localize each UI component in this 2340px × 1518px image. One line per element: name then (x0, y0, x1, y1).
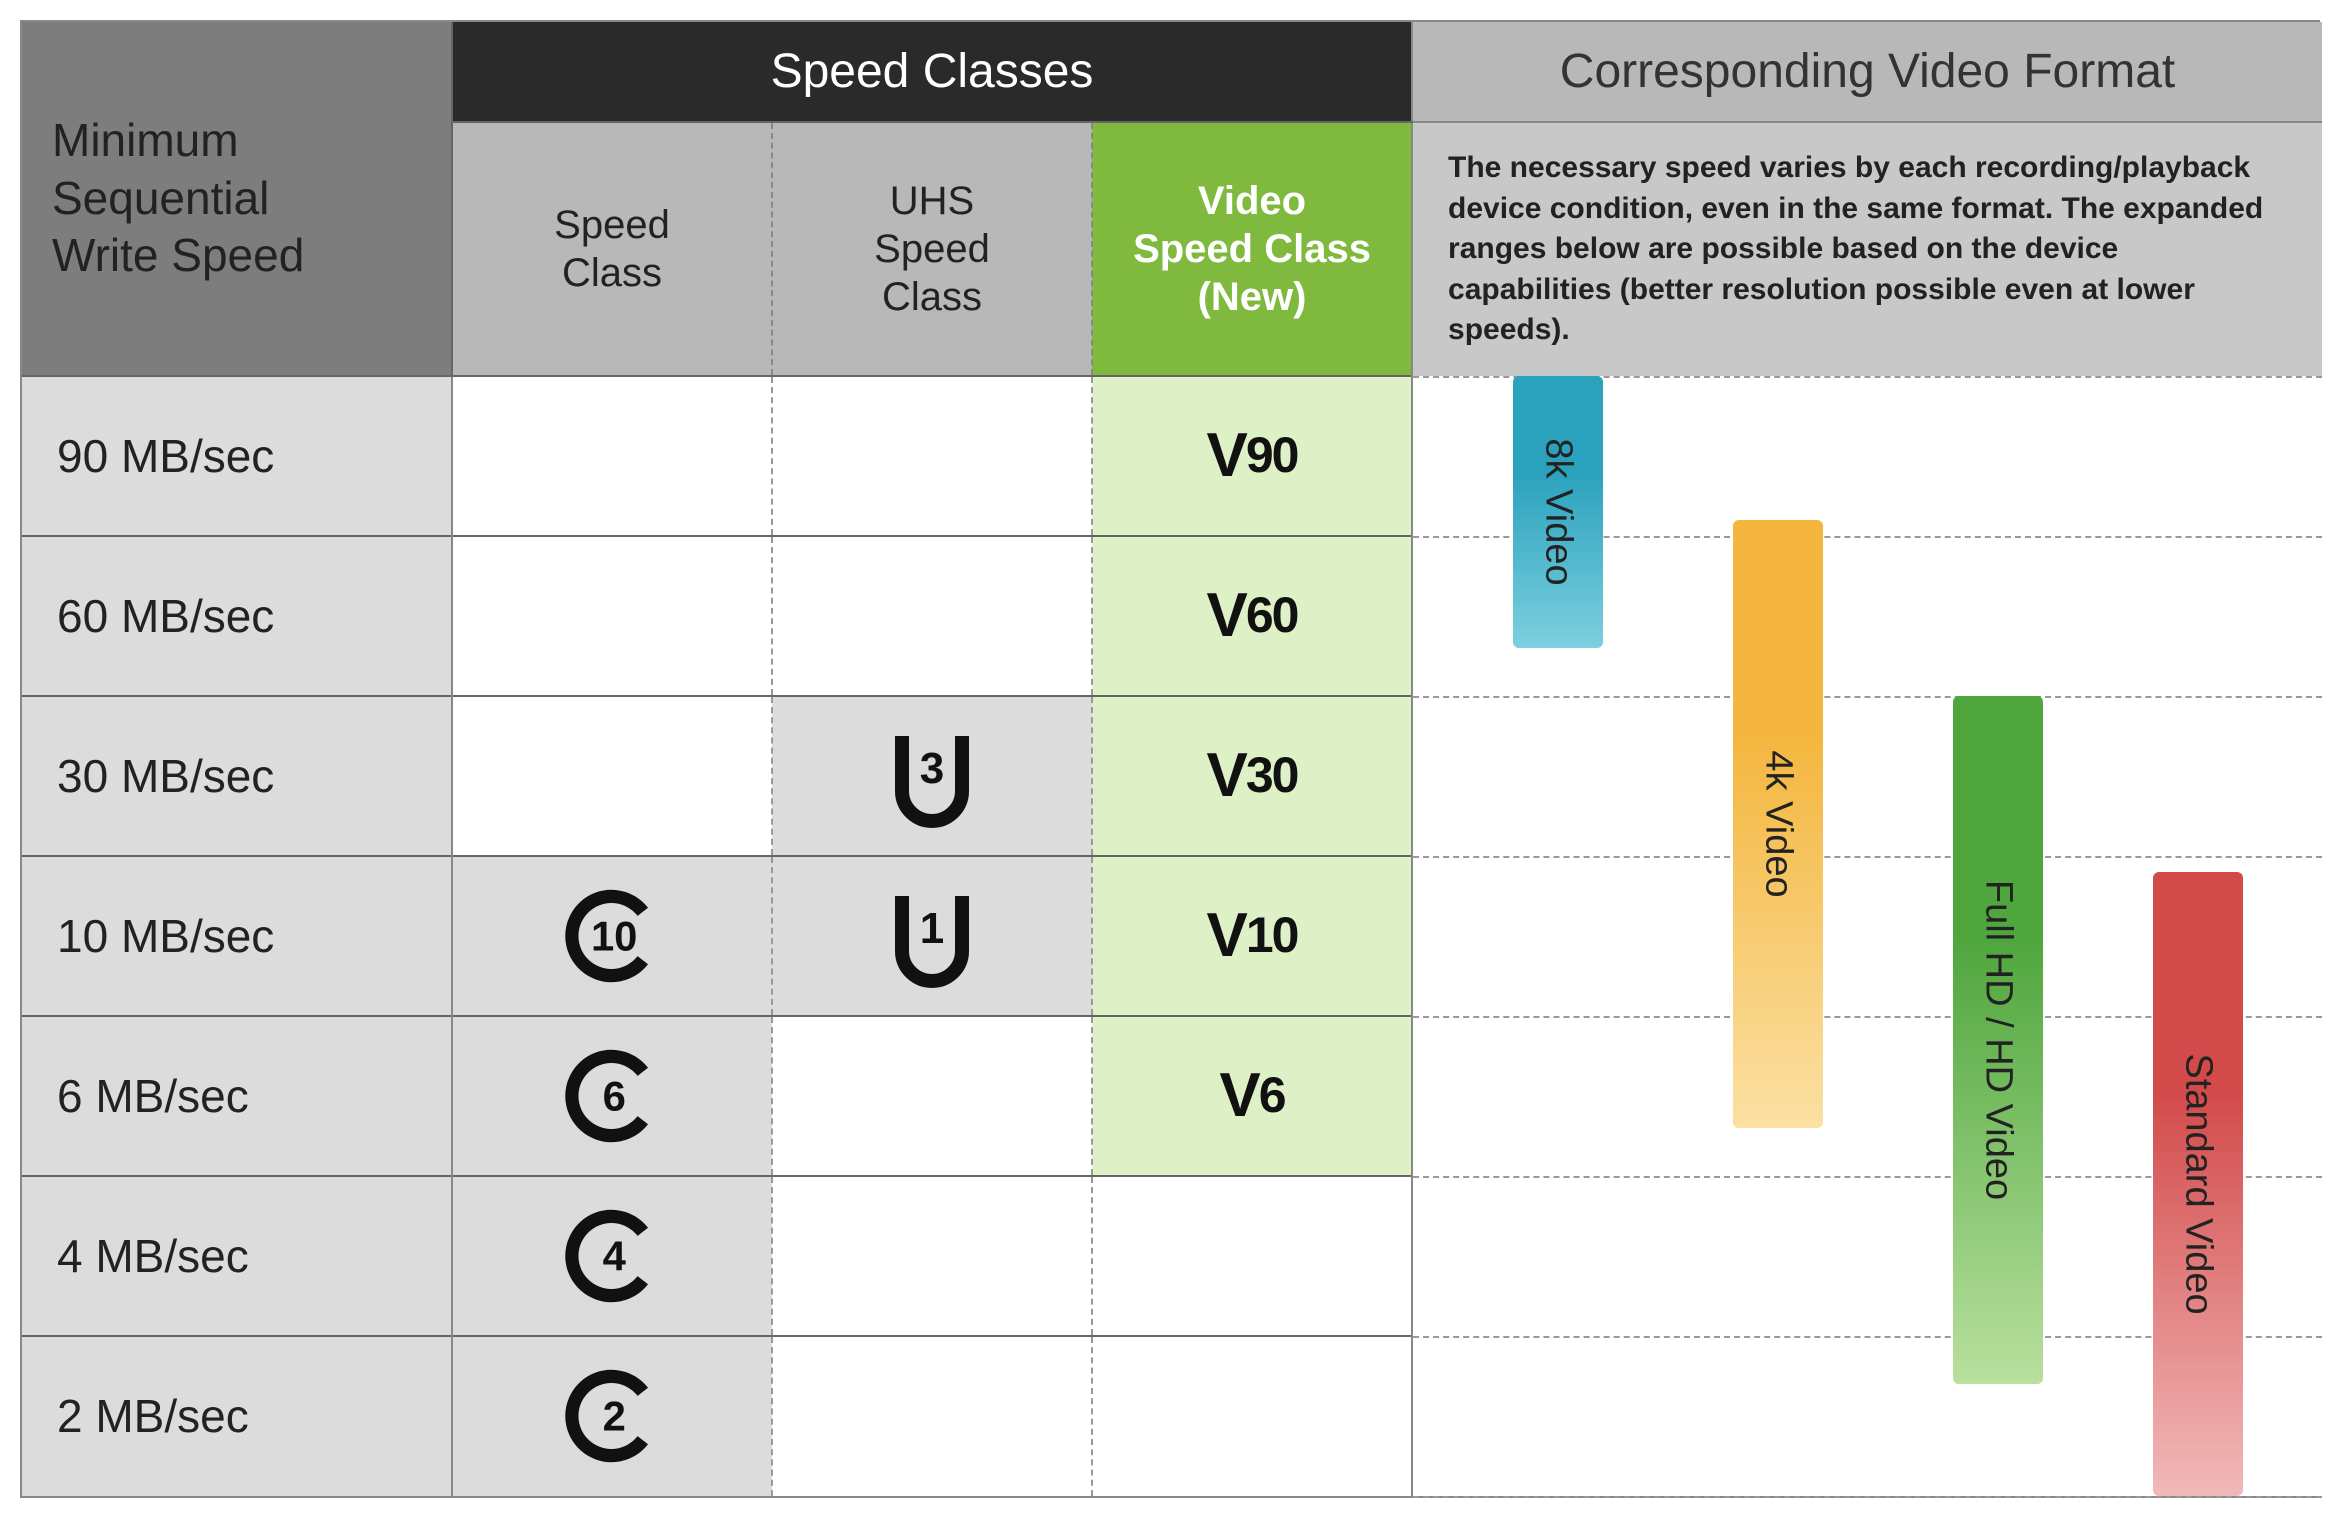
speed-label: 90 MB/sec (22, 376, 452, 536)
video-speed-class-v10-icon: V10 (1207, 901, 1298, 970)
format-bar-8k-video: 8k Video (1513, 376, 1603, 648)
header-video-speed-class: Video Speed Class (New) (1092, 122, 1412, 376)
uhs-class-cell: 1 (772, 856, 1092, 1016)
speed-class-2-icon: 2 (557, 1361, 667, 1471)
svg-text:1: 1 (920, 904, 944, 953)
format-bar-label: Full HD / HD Video (1977, 879, 2020, 1199)
format-bar-label: 4k Video (1757, 750, 1800, 897)
speed-label: 6 MB/sec (22, 1016, 452, 1176)
header-uhs-speed-class: UHS Speed Class (772, 122, 1092, 376)
uhs-class-cell: 3 (772, 696, 1092, 856)
video-speed-class-cell: V90 (1092, 376, 1412, 536)
video-speed-class-v30-icon: V30 (1207, 741, 1298, 810)
format-bar-label: Standard Video (2177, 1053, 2220, 1314)
uhs-class-cell (772, 376, 1092, 536)
speed-class-10-icon: 10 (557, 881, 667, 991)
uhs-class-cell (772, 536, 1092, 696)
speed-class-cell (452, 696, 772, 856)
video-speed-class-cell: V30 (1092, 696, 1412, 856)
video-speed-class-cell (1092, 1176, 1412, 1336)
uhs-class-cell (772, 1336, 1092, 1496)
svg-text:10: 10 (591, 912, 638, 959)
uhs-class-cell (772, 1176, 1092, 1336)
svg-text:2: 2 (603, 1392, 626, 1439)
uhs-class-3-icon: 3 (882, 721, 982, 831)
video-speed-class-cell (1092, 1336, 1412, 1496)
speed-class-cell (452, 536, 772, 696)
header-format-note: The necessary speed varies by each recor… (1412, 122, 2322, 376)
header-min-seq-write-speed: Minimum Sequential Write Speed (22, 22, 452, 376)
speed-class-cell: 10 (452, 856, 772, 1016)
speed-label: 30 MB/sec (22, 696, 452, 856)
svg-text:3: 3 (920, 744, 944, 793)
video-speed-class-v60-icon: V60 (1207, 581, 1298, 650)
header-speed-class: Speed Class (452, 122, 772, 376)
speed-class-cell: 6 (452, 1016, 772, 1176)
speed-label: 60 MB/sec (22, 536, 452, 696)
uhs-class-1-icon: 1 (882, 881, 982, 991)
header-corresponding-video-format: Corresponding Video Format (1412, 22, 2322, 122)
speed-class-cell (452, 376, 772, 536)
speed-class-cell: 4 (452, 1176, 772, 1336)
header-speed-classes: Speed Classes (452, 22, 1412, 122)
uhs-class-cell (772, 1016, 1092, 1176)
speed-label: 10 MB/sec (22, 856, 452, 1016)
speed-label: 4 MB/sec (22, 1176, 452, 1336)
video-speed-class-v90-icon: V90 (1207, 421, 1298, 490)
speed-class-cell: 2 (452, 1336, 772, 1496)
video-speed-class-cell: V60 (1092, 536, 1412, 696)
format-bar-full-hd-hd-video: Full HD / HD Video (1953, 696, 2043, 1384)
speed-class-6-icon: 6 (557, 1041, 667, 1151)
speed-class-table: Minimum Sequential Write Speed Speed Cla… (20, 20, 2320, 1498)
format-bar-label: 8k Video (1537, 438, 1580, 585)
video-speed-class-cell: V10 (1092, 856, 1412, 1016)
video-speed-class-v6-icon: V6 (1219, 1061, 1284, 1130)
format-bar-4k-video: 4k Video (1733, 520, 1823, 1128)
svg-text:4: 4 (603, 1232, 627, 1279)
speed-label: 2 MB/sec (22, 1336, 452, 1496)
svg-text:6: 6 (603, 1072, 626, 1119)
format-bar-standard-video: Standard Video (2153, 872, 2243, 1496)
speed-class-4-icon: 4 (557, 1201, 667, 1311)
video-speed-class-cell: V6 (1092, 1016, 1412, 1176)
video-format-bars: 8k Video 4k Video Full HD / HD Video Standa… (1412, 376, 2322, 1496)
